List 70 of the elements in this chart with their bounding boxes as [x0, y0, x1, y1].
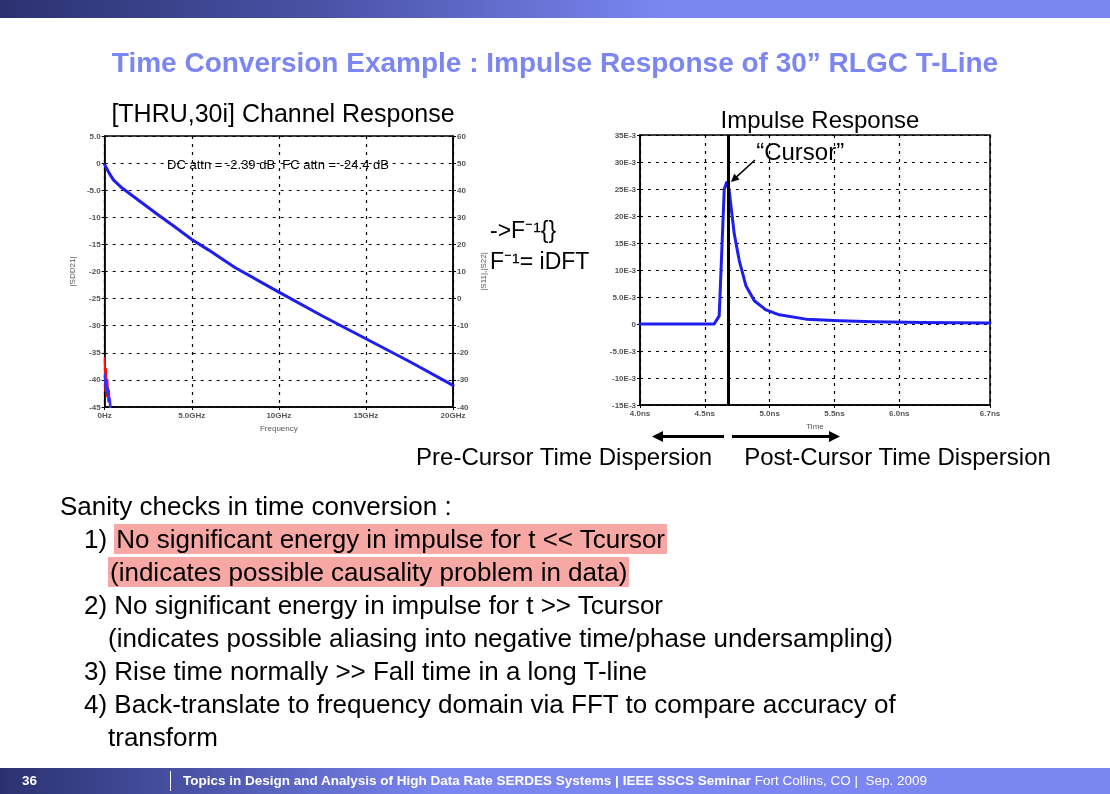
line-series	[103, 373, 112, 408]
y-tick-label: -45	[89, 402, 102, 412]
text: Fort Collins, CO | Sep. 2009	[754, 773, 928, 788]
x-tick-label: 5.0ns	[759, 408, 781, 418]
y-tick-label: -25	[89, 294, 102, 304]
text: 3) Rise time normally >> Fall time in a long T-line	[84, 656, 648, 686]
y-tick-label: -5.0	[86, 185, 102, 195]
text: Pre-Cursor Time Dispersion	[416, 443, 713, 470]
x-tick-label: 6.7ns	[979, 408, 1001, 418]
y-tick-label: -30	[89, 321, 102, 331]
text: 2) No significant energy in impulse for t >> Tcursor	[84, 590, 664, 620]
y-tick-label: 30E-3	[614, 157, 637, 167]
text: transform	[108, 722, 218, 752]
text: Post-Cursor Time Dispersion	[744, 443, 1051, 470]
y2-tick-label: 10	[457, 267, 467, 276]
text: 36	[22, 773, 38, 788]
y-tick-label: -10E-3	[611, 373, 637, 383]
x-tick-label: 15GHz	[353, 410, 379, 420]
x-tick-label: 5.0GHz	[178, 410, 206, 420]
y2-tick-label: 0	[457, 294, 462, 304]
x-axis-title: Time	[806, 421, 825, 431]
y-tick-label: 20E-3	[614, 211, 637, 221]
y-tick-label: -5.0E-3	[609, 346, 637, 356]
y-axis-title: |SDD21|	[67, 256, 77, 287]
chart-title: Impulse Response	[720, 105, 920, 133]
text: 1) No significant energy in impulse for t << Tcursor	[84, 524, 666, 554]
text: F⁻¹= iDFT	[490, 248, 590, 274]
text: 4) Back-translate to frequency domain via FFT to compare accuracy of	[84, 689, 896, 719]
y-tick-label: -15	[89, 239, 102, 249]
y2-axis-title: |S11|,|S22|	[478, 252, 488, 291]
x-tick-label: 20GHz	[440, 410, 466, 420]
y-tick-label: 0	[96, 158, 102, 168]
line-series	[103, 357, 111, 408]
y-tick-label: 0	[631, 319, 637, 329]
x-tick-label: 4.5ns	[694, 408, 716, 418]
y-tick-label: -35	[89, 348, 102, 358]
text: (indicates possible causality problem in data)	[108, 557, 630, 587]
y-tick-label: -15E-3	[611, 400, 637, 410]
x-tick-label: 4.0ns	[629, 408, 651, 418]
y2-tick-label: 40	[457, 185, 467, 195]
y2-tick-label: -20	[457, 348, 470, 358]
y2-tick-label: -40	[457, 402, 470, 412]
y-tick-label: -10	[89, 212, 102, 222]
x-tick-label: 0Hz	[97, 410, 112, 420]
y-tick-label: -20	[89, 267, 102, 276]
y-tick-label: 5.0E-3	[612, 292, 637, 302]
text: (indicates possible aliasing into negative time/phase undersampling)	[108, 623, 893, 653]
annotation: “Cursor”	[756, 137, 845, 165]
y2-tick-label: 20	[457, 239, 467, 249]
y2-tick-label: 50	[457, 158, 467, 168]
x-axis-title: Frequency	[259, 423, 298, 433]
text: ->F⁻¹{}	[490, 217, 557, 243]
chart-title: [THRU,30i] Channel Response	[111, 98, 455, 127]
x-tick-label: 10GHz	[266, 410, 292, 420]
y2-tick-label: -30	[457, 375, 470, 385]
text: Time Conversion Example : Impulse Response of 30” RLGC T-Line	[111, 47, 999, 78]
y-tick-label: 10E-3	[614, 265, 637, 275]
y-tick-label: 25E-3	[614, 184, 637, 194]
y-tick-label: -40	[89, 375, 102, 385]
y2-tick-label: 60	[457, 131, 467, 141]
x-tick-label: 5.5ns	[824, 408, 846, 418]
y-tick-label: 35E-3	[614, 130, 637, 140]
text: Topics in Design and Analysis of High Data Rate SERDES Systems | IEEE SSCS Seminar	[183, 773, 751, 788]
y-tick-label: 5.0	[89, 131, 102, 141]
y2-tick-label: 30	[457, 212, 467, 222]
text: Sanity checks in time conversion :	[60, 491, 452, 521]
x-tick-label: 6.0ns	[889, 408, 911, 418]
line-series	[638, 181, 992, 326]
y2-tick-label: -10	[457, 321, 470, 331]
y-tick-label: 15E-3	[614, 238, 637, 248]
